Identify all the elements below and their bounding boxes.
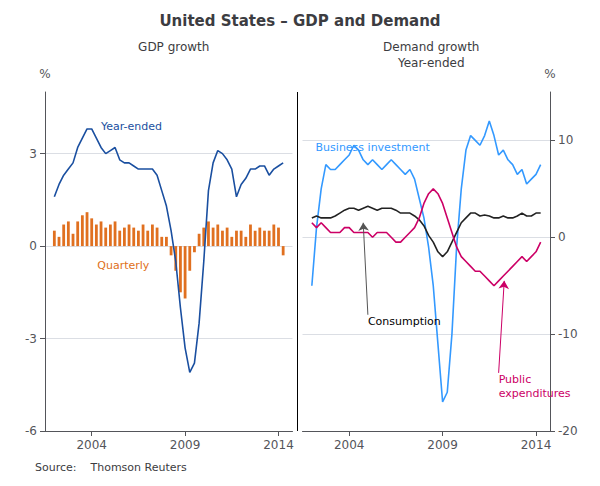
svg-text:GDP growth: GDP growth (138, 40, 209, 54)
svg-text:Business investment: Business investment (316, 141, 431, 154)
svg-text:2004: 2004 (334, 438, 365, 452)
svg-text:Source: Thomson Reuters: Source: Thomson Reuters (35, 461, 187, 474)
svg-text:-6: -6 (25, 424, 37, 438)
svg-text:-10: -10 (558, 327, 578, 341)
svg-text:expenditures: expenditures (499, 387, 571, 400)
svg-text:0: 0 (558, 230, 566, 244)
svg-text:Quarterly: Quarterly (97, 259, 150, 272)
svg-text:-3: -3 (25, 332, 37, 346)
svg-text:Demand growth: Demand growth (383, 40, 479, 54)
svg-text:%: % (544, 67, 555, 81)
svg-text:Public: Public (499, 373, 532, 386)
svg-text:0: 0 (29, 239, 37, 253)
svg-text:2004: 2004 (76, 438, 107, 452)
svg-text:2009: 2009 (427, 438, 458, 452)
svg-text:10: 10 (558, 133, 573, 147)
svg-text:United States – GDP and Demand: United States – GDP and Demand (159, 12, 440, 30)
svg-text:Consumption: Consumption (368, 315, 441, 328)
svg-text:Year-ended: Year-ended (100, 120, 162, 133)
svg-text:2009: 2009 (170, 438, 201, 452)
svg-text:%: % (39, 67, 50, 81)
svg-text:2014: 2014 (521, 438, 552, 452)
svg-text:Year-ended: Year-ended (397, 56, 465, 70)
svg-text:2014: 2014 (263, 438, 294, 452)
svg-text:-20: -20 (558, 424, 578, 438)
svg-text:3: 3 (29, 147, 37, 161)
